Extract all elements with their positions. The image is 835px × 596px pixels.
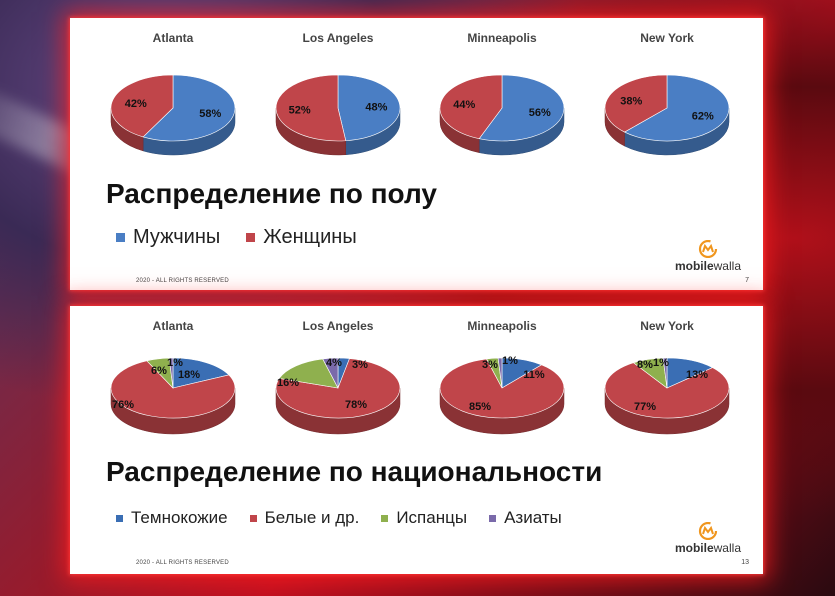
pie-data-label: 8% (637, 359, 653, 371)
pie-slice (439, 358, 565, 419)
pie-data-label: 1% (167, 357, 183, 369)
gender-pie-charts: Atlanta 58% 42% Los Angeles 48% 52% Minneapoli… (110, 31, 730, 156)
pie-slice (439, 74, 503, 140)
legend-marker (381, 514, 389, 522)
pie-data-label: 6% (151, 365, 167, 377)
legend-label: Белые и др. (264, 508, 360, 527)
pie-chart-los-angeles: Los Angeles 48% 52% (275, 31, 401, 156)
pie-title: Los Angeles (303, 31, 374, 45)
pie-title: Atlanta (153, 31, 194, 45)
pie-data-label: 77% (634, 401, 656, 413)
pie-slice (337, 74, 401, 142)
page-number: 7 (745, 277, 749, 284)
pie-title: Minneapolis (467, 319, 537, 333)
legend-marker (116, 233, 125, 242)
pie-data-label: 78% (345, 399, 367, 411)
pie-slice (110, 74, 174, 138)
footer-copyright: 2020 - ALL RIGHTS RESERVED (136, 560, 229, 566)
pie-slice (478, 74, 565, 142)
pie-chart-atlanta: Atlanta 58% 42% (110, 31, 236, 156)
legend-item-hispanic: Испанцы (381, 508, 467, 528)
pie-data-label: 3% (352, 359, 368, 371)
pie-data-label: 38% (620, 95, 642, 107)
pie-slice (604, 362, 730, 419)
pie-slice (623, 74, 730, 142)
slide-title: Распределение по национальности (106, 456, 603, 487)
pie-title: Los Angeles (303, 319, 374, 333)
pie-chart-atlanta: Atlanta 18% 76% 6%1% (110, 319, 236, 435)
pie-data-label: 1% (653, 357, 669, 369)
pie-slice (278, 358, 339, 389)
footer-copyright: 2020 - ALL RIGHTS RESERVED (136, 278, 229, 284)
pie-data-label: 13% (686, 369, 708, 381)
pie-slice (662, 357, 668, 389)
pie-data-label: 3% (482, 359, 498, 371)
pie-data-label: 16% (277, 377, 299, 389)
pie-slice (604, 74, 668, 133)
pie-slice (172, 357, 230, 389)
legend-marker (489, 514, 497, 522)
pie-slice (168, 357, 174, 389)
pie-data-label: 85% (469, 401, 491, 413)
logo-wordmark: mobilewalla (674, 541, 741, 555)
pie-data-label: 48% (365, 102, 387, 114)
logo-wordmark: mobilewalla (674, 259, 741, 273)
pie-title: Atlanta (153, 319, 194, 333)
pie-chart-los-angeles: Los Angeles 3% 78% 16% 4% (275, 319, 401, 435)
pie-slice (142, 74, 236, 142)
pie-data-label: 1% (502, 355, 518, 367)
slide-gender: Atlanta 58% 42% Los Angeles 48% 52% Minneapoli… (70, 18, 763, 290)
legend-label: Темнокожие (131, 508, 228, 527)
pie-slice (322, 357, 339, 389)
legend-item-male: Мужчины (116, 226, 220, 249)
legend: Мужчины Женщины (116, 226, 357, 249)
legend-label: Мужчины (133, 226, 221, 248)
legend-marker (249, 514, 257, 522)
mobilewalla-logo: mobilewalla (675, 522, 741, 555)
legend-item-asian: Азиаты (489, 508, 562, 528)
legend-label: Женщины (263, 226, 357, 248)
legend-item-female: Женщины (246, 226, 357, 249)
pie-slice (275, 74, 347, 142)
mobilewalla-logo-icon (698, 240, 718, 258)
pie-title: New York (640, 319, 694, 333)
pie-data-label: 11% (523, 369, 545, 381)
pie-data-label: 56% (529, 107, 551, 119)
pie-data-label: 52% (289, 104, 311, 116)
legend-label: Азиаты (504, 508, 562, 527)
pie-slice (497, 357, 503, 389)
pie-chart-minneapolis: Minneapolis 56% 44% (439, 31, 565, 156)
pie-data-label: 18% (178, 369, 200, 381)
legend: Темнокожие Белые и др. Испанцы Азиаты (116, 508, 562, 528)
pie-data-label: 42% (125, 98, 147, 110)
pie-data-label: 58% (199, 108, 221, 120)
page-number: 13 (741, 559, 749, 566)
legend-item-black: Темнокожие (116, 508, 228, 528)
pie-title: New York (640, 31, 694, 45)
legend-label: Испанцы (396, 508, 468, 527)
pie-data-label: 62% (692, 111, 714, 123)
legend-marker (116, 514, 123, 522)
pie-chart-new-york: New York 62% 38% (604, 31, 730, 156)
slide-ethnicity: Atlanta 18% 76% 6% 1% Los Angeles 3% 78% 16% 4% Mi… (70, 306, 763, 574)
legend-marker (246, 233, 256, 242)
pie-chart-minneapolis: Minneapolis 11% 85% 3% 1% (439, 319, 565, 435)
slide-title: Распределение по полу (106, 178, 437, 209)
mobilewalla-logo: mobilewalla (675, 240, 741, 273)
pie-data-label: 76% (112, 399, 134, 411)
mobilewalla-logo-icon (698, 522, 718, 540)
pie-slice (110, 360, 236, 419)
pie-data-label: 4% (326, 357, 342, 369)
pie-data-label: 44% (453, 99, 475, 111)
legend-item-white: Белые и др. (249, 508, 360, 528)
pie-title: Minneapolis (467, 31, 537, 45)
pie-chart-new-york: New York 13% 77% 8% 1% (604, 319, 730, 435)
